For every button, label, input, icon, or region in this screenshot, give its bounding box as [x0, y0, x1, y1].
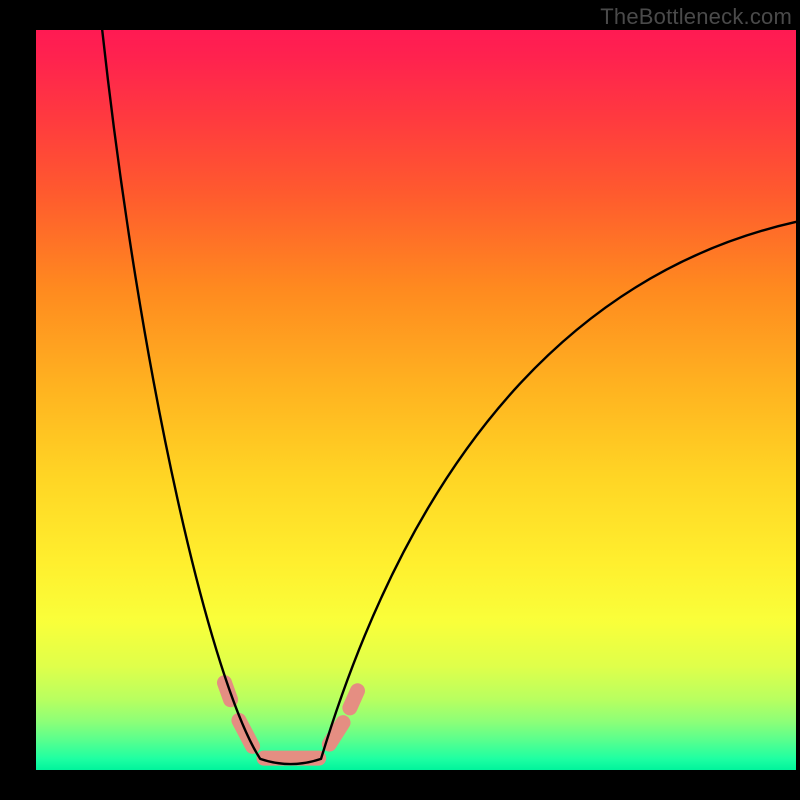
frame-bottom — [0, 770, 800, 800]
watermark-text: TheBottleneck.com — [600, 4, 792, 30]
frame-left — [0, 0, 36, 800]
frame-right — [796, 0, 800, 800]
salmon-band — [224, 683, 357, 758]
bottleneck-curve — [101, 30, 796, 764]
plot-area — [36, 30, 796, 770]
curve-layer — [36, 30, 796, 770]
